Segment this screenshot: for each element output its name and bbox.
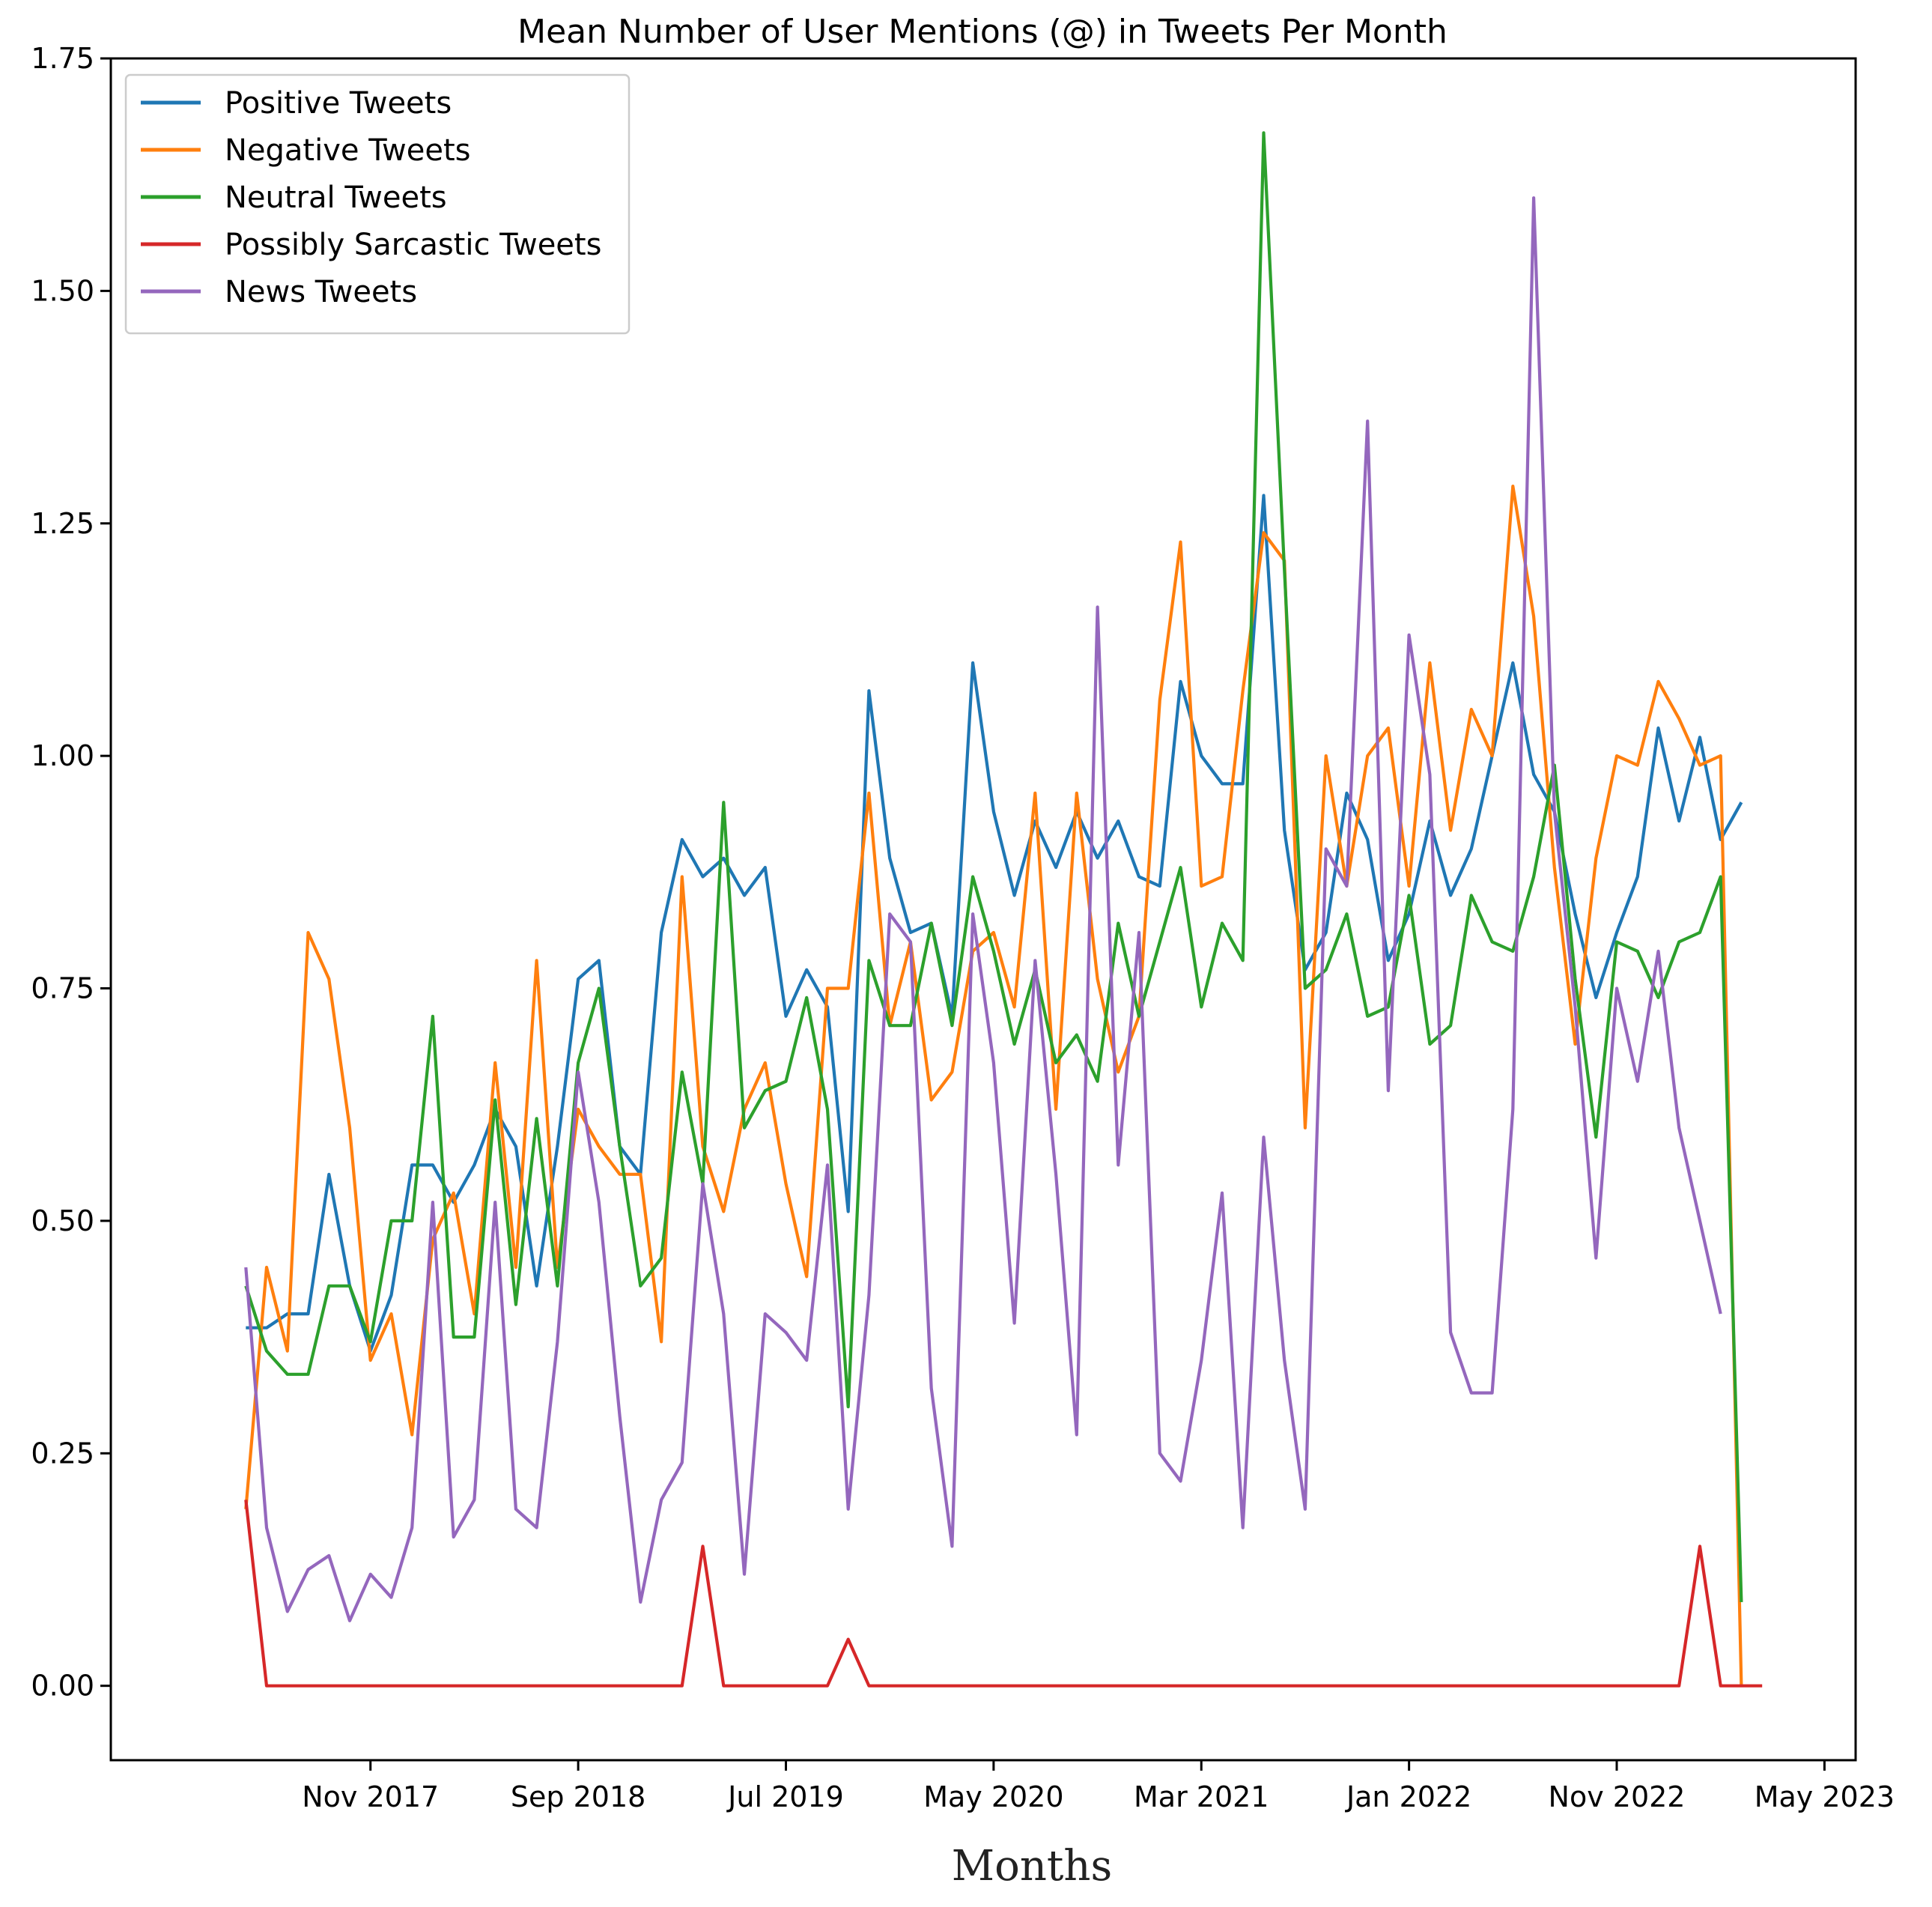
x-tick-label: Sep 2018 — [511, 1780, 645, 1813]
y-tick-label: 0.75 — [31, 972, 94, 1005]
y-tick-label: 0.25 — [31, 1437, 94, 1470]
y-tick-label: 1.25 — [31, 507, 94, 540]
x-tick-label: May 2020 — [923, 1780, 1063, 1813]
x-tick-label: Jul 2019 — [726, 1780, 844, 1813]
y-tick-label: 1.00 — [31, 739, 94, 772]
x-tick-label: Mar 2021 — [1134, 1780, 1269, 1813]
x-tick-label: Jan 2022 — [1345, 1780, 1471, 1813]
x-axis-label: Months — [952, 1842, 1112, 1891]
legend-label: Neutral Tweets — [225, 181, 447, 215]
chart-title: Mean Number of User Mentions (@) in Twee… — [517, 13, 1448, 51]
series-line-2 — [244, 131, 1743, 1602]
y-tick-label: 1.50 — [31, 274, 94, 307]
series-line-4 — [244, 196, 1722, 1622]
x-tick-label: Nov 2022 — [1549, 1780, 1686, 1813]
y-tick-label: 1.75 — [31, 42, 94, 75]
y-tick-label: 0.00 — [31, 1670, 94, 1703]
legend-label: Possibly Sarcastic Tweets — [225, 228, 601, 262]
series-line-1 — [244, 485, 1743, 1686]
legend: Positive Tweets Negative Tweets Neutral Tw… — [124, 73, 631, 335]
y-tick-label: 0.50 — [31, 1204, 94, 1237]
legend-label: Positive Tweets — [225, 86, 452, 121]
x-tick-label: Nov 2017 — [302, 1780, 439, 1813]
legend-label: News Tweets — [225, 275, 417, 309]
legend-label: Negative Tweets — [225, 133, 471, 168]
x-tick-label: May 2023 — [1755, 1780, 1895, 1813]
series-layer — [244, 131, 1763, 1688]
plot-frame — [109, 57, 1857, 1762]
series-line-3 — [244, 1500, 1763, 1688]
axis-layer: 0.00 0.25 0.50 0.75 1.00 1.25 1.50 1.75 Nov 2017… — [31, 42, 1895, 1813]
legend-box — [124, 73, 631, 335]
